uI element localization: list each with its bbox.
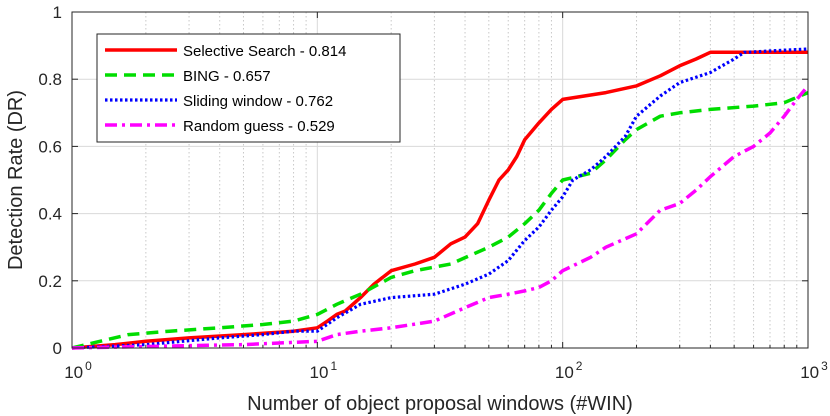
y-tick-label: 0.4 bbox=[38, 205, 62, 224]
series-line-4 bbox=[71, 84, 810, 350]
series-line-2 bbox=[71, 90, 809, 350]
plot-frame bbox=[71, 11, 809, 349]
series-line-3 bbox=[71, 47, 809, 350]
x-tick-label: 10 2 bbox=[555, 359, 583, 382]
x-axis-label: Number of object proposal windows (#WIN) bbox=[247, 393, 633, 415]
x-axis-ticks: 10 0 10 1 10 2 10 3 bbox=[64, 12, 828, 382]
legend-entry: Random guess - 0.529 bbox=[183, 118, 335, 135]
x-tick-label: 10 1 bbox=[310, 359, 338, 382]
y-tick-label: 0.8 bbox=[38, 70, 62, 89]
y-tick-label: 0.2 bbox=[38, 272, 62, 291]
x-tick-label: 10 3 bbox=[800, 359, 828, 382]
legend: Selective Search - 0.814 BING - 0.657 Slid… bbox=[96, 33, 401, 143]
y-tick-label: 0 bbox=[53, 339, 62, 358]
y-tick-label: 0.6 bbox=[38, 137, 62, 156]
legend-entry: Selective Search - 0.814 bbox=[183, 43, 346, 60]
series-layer bbox=[71, 47, 810, 350]
y-tick-label: 1 bbox=[53, 3, 62, 22]
x-tick-label: 10 0 bbox=[64, 359, 92, 382]
y-axis-label: Detection Rate (DR) bbox=[5, 90, 27, 270]
y-axis-ticks: 0 0.2 0.4 0.6 0.8 1 bbox=[38, 3, 808, 358]
legend-entry: BING - 0.657 bbox=[183, 68, 271, 85]
legend-entry: Sliding window - 0.762 bbox=[183, 93, 333, 110]
